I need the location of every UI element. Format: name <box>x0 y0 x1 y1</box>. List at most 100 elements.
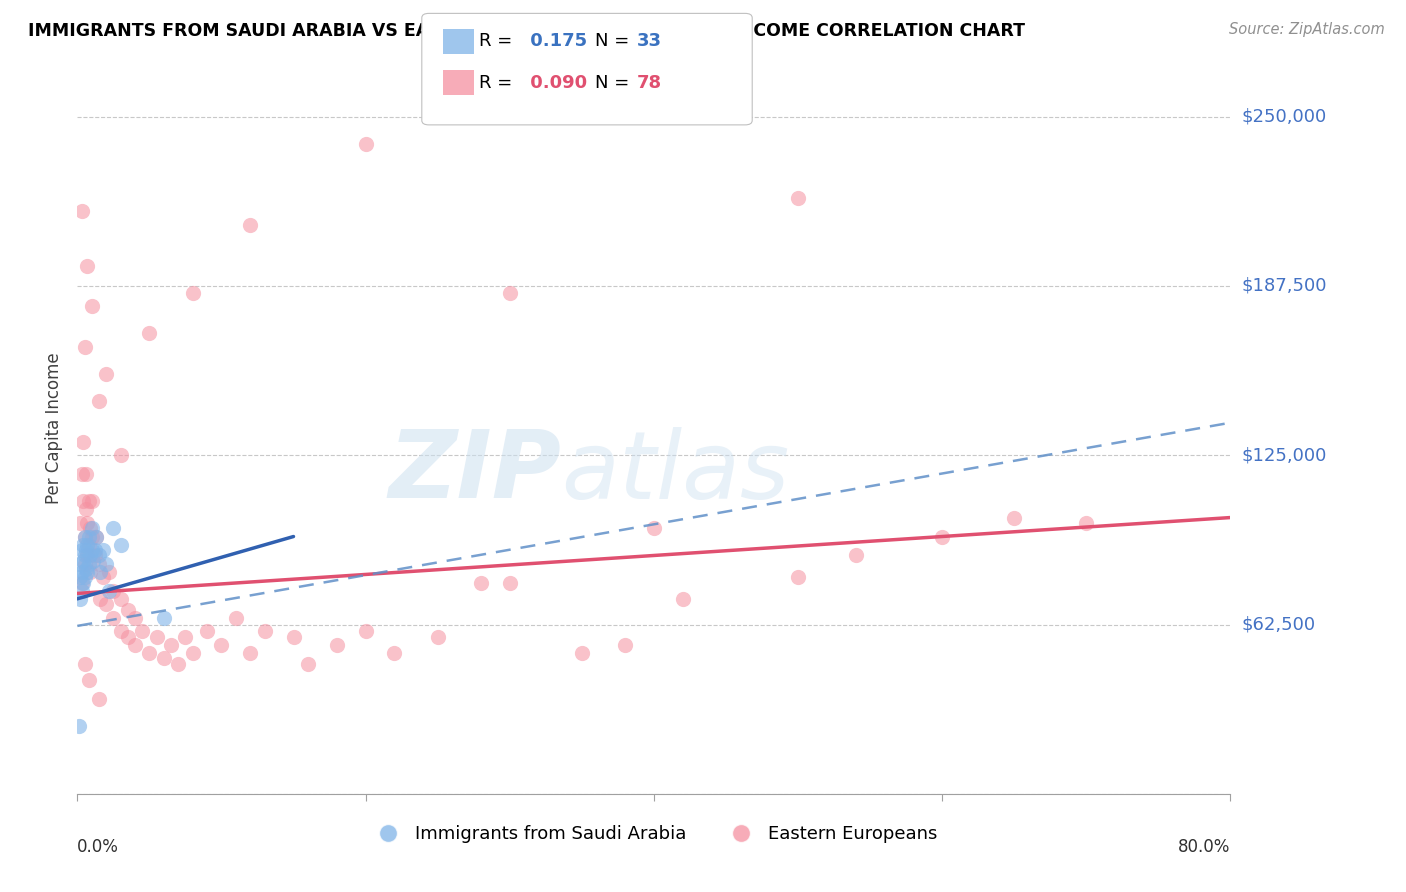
Text: N =: N = <box>595 32 628 50</box>
Point <box>167 657 190 671</box>
Point <box>73 557 96 571</box>
Point <box>75 562 97 576</box>
Point <box>110 448 132 462</box>
Text: ZIP: ZIP <box>388 426 561 518</box>
Legend: Immigrants from Saudi Arabia, Eastern Europeans: Immigrants from Saudi Arabia, Eastern Eu… <box>363 818 945 851</box>
Point <box>79 549 101 563</box>
Point <box>174 630 197 644</box>
Point <box>67 719 90 733</box>
Point <box>160 638 183 652</box>
Point <box>69 570 91 584</box>
Point <box>103 611 125 625</box>
Point <box>145 630 167 644</box>
Point <box>225 611 247 625</box>
Point <box>354 136 377 151</box>
Point <box>87 394 110 409</box>
Point <box>87 557 110 571</box>
Point <box>98 583 121 598</box>
Point <box>845 549 868 563</box>
Point <box>73 529 96 543</box>
Point <box>69 591 91 606</box>
Text: 78: 78 <box>637 74 662 92</box>
Point <box>426 630 449 644</box>
Point <box>70 543 93 558</box>
Point <box>70 467 93 482</box>
Point <box>91 543 114 558</box>
Point <box>110 591 132 606</box>
Point <box>96 597 118 611</box>
Point <box>614 638 637 652</box>
Point <box>239 646 262 660</box>
Point <box>643 521 665 535</box>
Point <box>89 591 111 606</box>
Point <box>103 583 125 598</box>
Point <box>138 646 160 660</box>
Point <box>70 583 93 598</box>
Point <box>75 543 97 558</box>
Point <box>87 692 110 706</box>
Point <box>77 557 100 571</box>
Point <box>181 646 204 660</box>
Point <box>96 557 118 571</box>
Point <box>382 646 406 660</box>
Point <box>80 529 103 543</box>
Point <box>72 554 94 568</box>
Point <box>325 638 349 652</box>
Point <box>211 638 233 652</box>
Text: 33: 33 <box>637 32 662 50</box>
Text: $62,500: $62,500 <box>1241 615 1316 633</box>
Point <box>181 285 204 300</box>
Point <box>83 543 105 558</box>
Point <box>787 570 810 584</box>
Point <box>76 259 98 273</box>
Point <box>77 673 100 687</box>
Text: $125,000: $125,000 <box>1241 446 1327 464</box>
Point <box>96 367 118 381</box>
Point <box>84 529 107 543</box>
Point <box>91 570 114 584</box>
Point <box>195 624 218 639</box>
Point <box>75 467 97 482</box>
Point <box>672 591 695 606</box>
Point <box>73 549 96 563</box>
Point <box>153 611 174 625</box>
Point <box>80 521 103 535</box>
Text: 80.0%: 80.0% <box>1178 838 1230 855</box>
Text: R =: R = <box>479 32 513 50</box>
Point <box>124 611 146 625</box>
Text: $250,000: $250,000 <box>1241 108 1327 126</box>
Point <box>72 538 94 552</box>
Text: 0.175: 0.175 <box>524 32 588 50</box>
Point <box>73 340 96 354</box>
Text: $187,500: $187,500 <box>1241 277 1327 295</box>
Point <box>76 549 98 563</box>
Text: 0.0%: 0.0% <box>77 838 120 855</box>
Text: R =: R = <box>479 74 513 92</box>
Point <box>72 575 94 590</box>
Point <box>103 521 125 535</box>
Point <box>83 549 105 563</box>
Point <box>153 651 174 665</box>
Text: IMMIGRANTS FROM SAUDI ARABIA VS EASTERN EUROPEAN PER CAPITA INCOME CORRELATION C: IMMIGRANTS FROM SAUDI ARABIA VS EASTERN … <box>28 22 1025 40</box>
Point <box>70 575 93 590</box>
Point <box>76 516 98 530</box>
Point <box>75 502 97 516</box>
Point <box>77 538 100 552</box>
Point <box>87 549 110 563</box>
Point <box>82 554 104 568</box>
Point <box>931 529 953 543</box>
Point <box>69 516 91 530</box>
Point <box>1076 516 1098 530</box>
Text: Source: ZipAtlas.com: Source: ZipAtlas.com <box>1229 22 1385 37</box>
Point <box>499 575 522 590</box>
Point <box>499 285 522 300</box>
Text: N =: N = <box>595 74 628 92</box>
Point <box>73 529 96 543</box>
Point <box>70 565 93 579</box>
Point <box>84 529 107 543</box>
Point <box>80 299 103 313</box>
Point <box>80 543 103 558</box>
Point <box>787 191 810 205</box>
Point <box>80 494 103 508</box>
Text: atlas: atlas <box>561 426 790 517</box>
